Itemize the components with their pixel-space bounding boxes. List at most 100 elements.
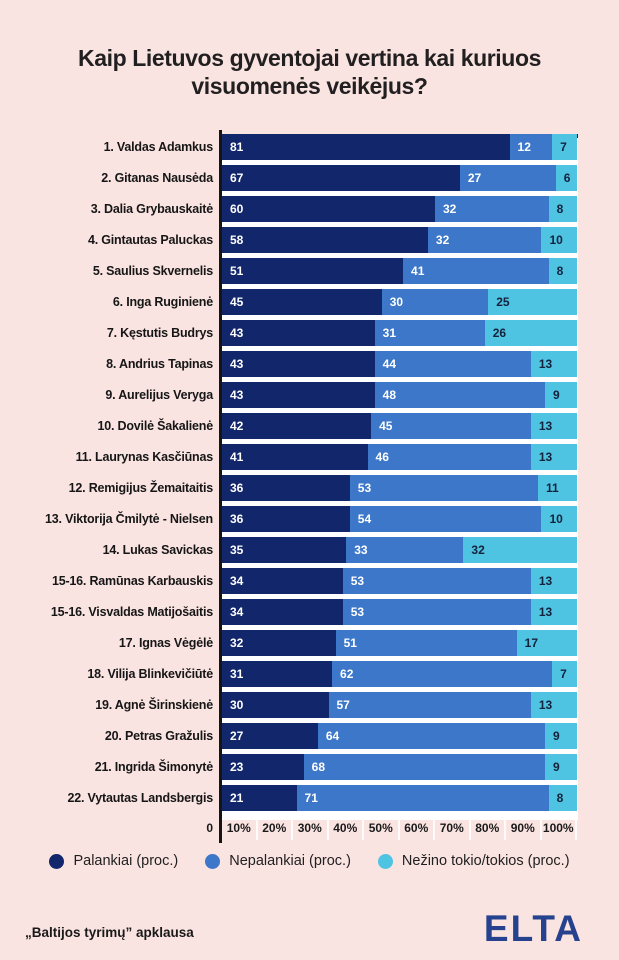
value-label: 13	[538, 574, 553, 589]
bar-segment-nezino: 13	[530, 599, 577, 626]
x-axis-tick-label: 70%	[435, 816, 471, 841]
bar-segment-palankiai: 58	[222, 227, 428, 254]
bar-stack: 51 41 8	[222, 258, 577, 285]
bar-segment-nepalankiai: 53	[342, 599, 531, 626]
bar-segment-palankiai: 30	[222, 692, 329, 719]
value-label: 13	[538, 698, 553, 713]
value-label: 32	[443, 202, 457, 217]
bar-segment-nezino: 9	[545, 382, 577, 409]
value-label: 51	[343, 636, 357, 651]
value-label: 13	[538, 357, 553, 372]
category-label: 19. Agnė Širinskienė	[95, 698, 213, 713]
chart-row: 10. Dovilė Šakalienė 42 45 13	[0, 413, 619, 444]
value-label: 13	[538, 605, 553, 620]
bar-segment-palankiai: 42	[222, 413, 372, 440]
value-label: 42	[230, 419, 244, 434]
value-label: 36	[230, 512, 244, 527]
bar-segment-nepalankiai: 51	[335, 630, 517, 657]
bar-stack: 34 53 13	[222, 568, 577, 595]
bar-segment-nezino: 9	[545, 754, 577, 781]
category-label: 4. Gintautas Paluckas	[87, 233, 213, 248]
bar-segment-nezino: 10	[541, 506, 577, 533]
bar-segment-palankiai: 21	[222, 785, 297, 812]
value-label: 32	[435, 233, 450, 248]
x-axis-tick-labels: 10% 20% 30% 40% 50% 60% 70% 80% 90% 100%	[222, 816, 577, 841]
chart-row: 17. Ignas Vėgėlė 32 51 17	[0, 630, 619, 661]
bar-segment-nezino: 13	[530, 568, 577, 595]
x-axis-tick-label: 100%	[542, 816, 577, 841]
x-axis: 0 10% 20% 30% 40% 50% 60% 70% 80% 90% 100%	[0, 816, 619, 841]
value-label: 34	[230, 605, 244, 620]
elta-logo: ELTA	[483, 908, 583, 949]
category-label: 1. Valdas Adamkus	[103, 140, 214, 155]
bar-stack: 34 53 13	[222, 599, 577, 626]
value-label: 43	[230, 357, 244, 372]
category-label: 11. Laurynas Kasčiūnas	[75, 450, 214, 465]
bar-stack: 58 32 10	[222, 227, 577, 254]
bar-stack: 32 51 17	[222, 630, 577, 657]
bar-segment-nepalankiai: 32	[435, 196, 549, 223]
bar-segment-nepalankiai: 31	[374, 320, 485, 347]
value-label: 71	[304, 791, 318, 806]
bar-segment-palankiai: 36	[222, 475, 350, 502]
chart-rows: 1. Valdas Adamkus 8 1 1 2 7 2. Gitanas Nausėda…	[0, 134, 619, 816]
bar-segment-nepalankiai: 53	[342, 568, 531, 595]
legend-item-nezino: Nežino tokio/tokios (proc.)	[377, 853, 570, 870]
value-label: 43	[230, 388, 244, 403]
category-label: 15-16. Visvaldas Matijošaitis	[50, 605, 213, 620]
bar-segment-nepalankiai: 54	[349, 506, 542, 533]
bar-segment-palankiai: 51	[222, 258, 404, 285]
value-label: 44	[382, 357, 396, 372]
bar-segment-palankiai: 67	[222, 165, 460, 192]
bar-segment-palankiai: 45	[222, 289, 382, 316]
value-label: 12	[517, 140, 531, 155]
chart-row: 3. Dalia Grybauskaitė 60 32 8	[0, 196, 619, 227]
value-label: 53	[357, 481, 372, 496]
bar-segment-nezino: 13	[530, 692, 577, 719]
x-axis-tick-label: 20%	[258, 816, 293, 841]
value-label: 17	[524, 636, 538, 651]
category-label: 2. Gitanas Nausėda	[101, 171, 213, 186]
chart-row: 5. Saulius Skvernelis 51 41 8	[0, 258, 619, 289]
value-label: 46	[375, 450, 389, 465]
bar-segment-nepalankiai: 27	[459, 165, 556, 192]
value-label: 27	[230, 729, 244, 744]
value-label: 48	[382, 388, 396, 403]
category-label: 13. Viktorija Čmilytė - Nielsen	[45, 512, 213, 527]
bar-stack: 23 68 9	[222, 754, 577, 781]
value-label: 7	[560, 667, 567, 682]
bar-segment-palankiai: 34	[222, 568, 343, 595]
category-label: 20. Petras Gražulis	[104, 729, 213, 744]
chart-row: 21. Ingrida Šimonytė 23 68 9	[0, 754, 619, 785]
value-label: 11	[545, 481, 559, 496]
x-axis-tick-label: 10%	[222, 816, 258, 841]
value-label: 32	[230, 636, 244, 651]
legend-item-palankiai: Palankiai (proc.)	[49, 853, 178, 869]
value-label: 45	[379, 419, 393, 434]
value-label: 8	[556, 791, 564, 806]
value-label: 36	[230, 481, 244, 496]
bar-segment-nepalankiai: 44	[374, 351, 531, 378]
value-label: 6	[563, 171, 571, 186]
x-axis-tick-label: 50%	[364, 816, 400, 841]
category-label: 15-16. Ramūnas Karbauskis	[51, 574, 213, 589]
value-label: 67	[230, 171, 244, 186]
bar-segment-palankiai: 43	[222, 320, 375, 347]
category-label: 5. Saulius Skvernelis	[92, 264, 213, 279]
bar-stack: 21 71 8	[222, 785, 577, 812]
category-label: 17. Ignas Vėgėlė	[118, 636, 213, 651]
value-label: 9	[553, 388, 560, 403]
category-label: 7. Kęstutis Budrys	[106, 326, 213, 341]
chart-row: 8. Andrius Tapinas 43 44 13	[0, 351, 619, 382]
value-label: 30	[230, 698, 244, 713]
bar-segment-nezino: 7	[552, 661, 577, 688]
legend-label: Nepalankiai (proc.)	[229, 853, 351, 870]
legend-label: Nežino tokio/tokios (proc.)	[401, 853, 570, 870]
value-label: 10	[549, 233, 563, 248]
category-label: 22. Vytautas Landsbergis	[67, 791, 214, 806]
bar-segment-nepalankiai: 64	[317, 723, 546, 750]
value-label: 34	[230, 574, 244, 589]
bar-segment-nezino: 9	[545, 723, 577, 750]
value-label: 8	[556, 202, 564, 217]
bar-segment-palankiai: 36	[222, 506, 350, 533]
